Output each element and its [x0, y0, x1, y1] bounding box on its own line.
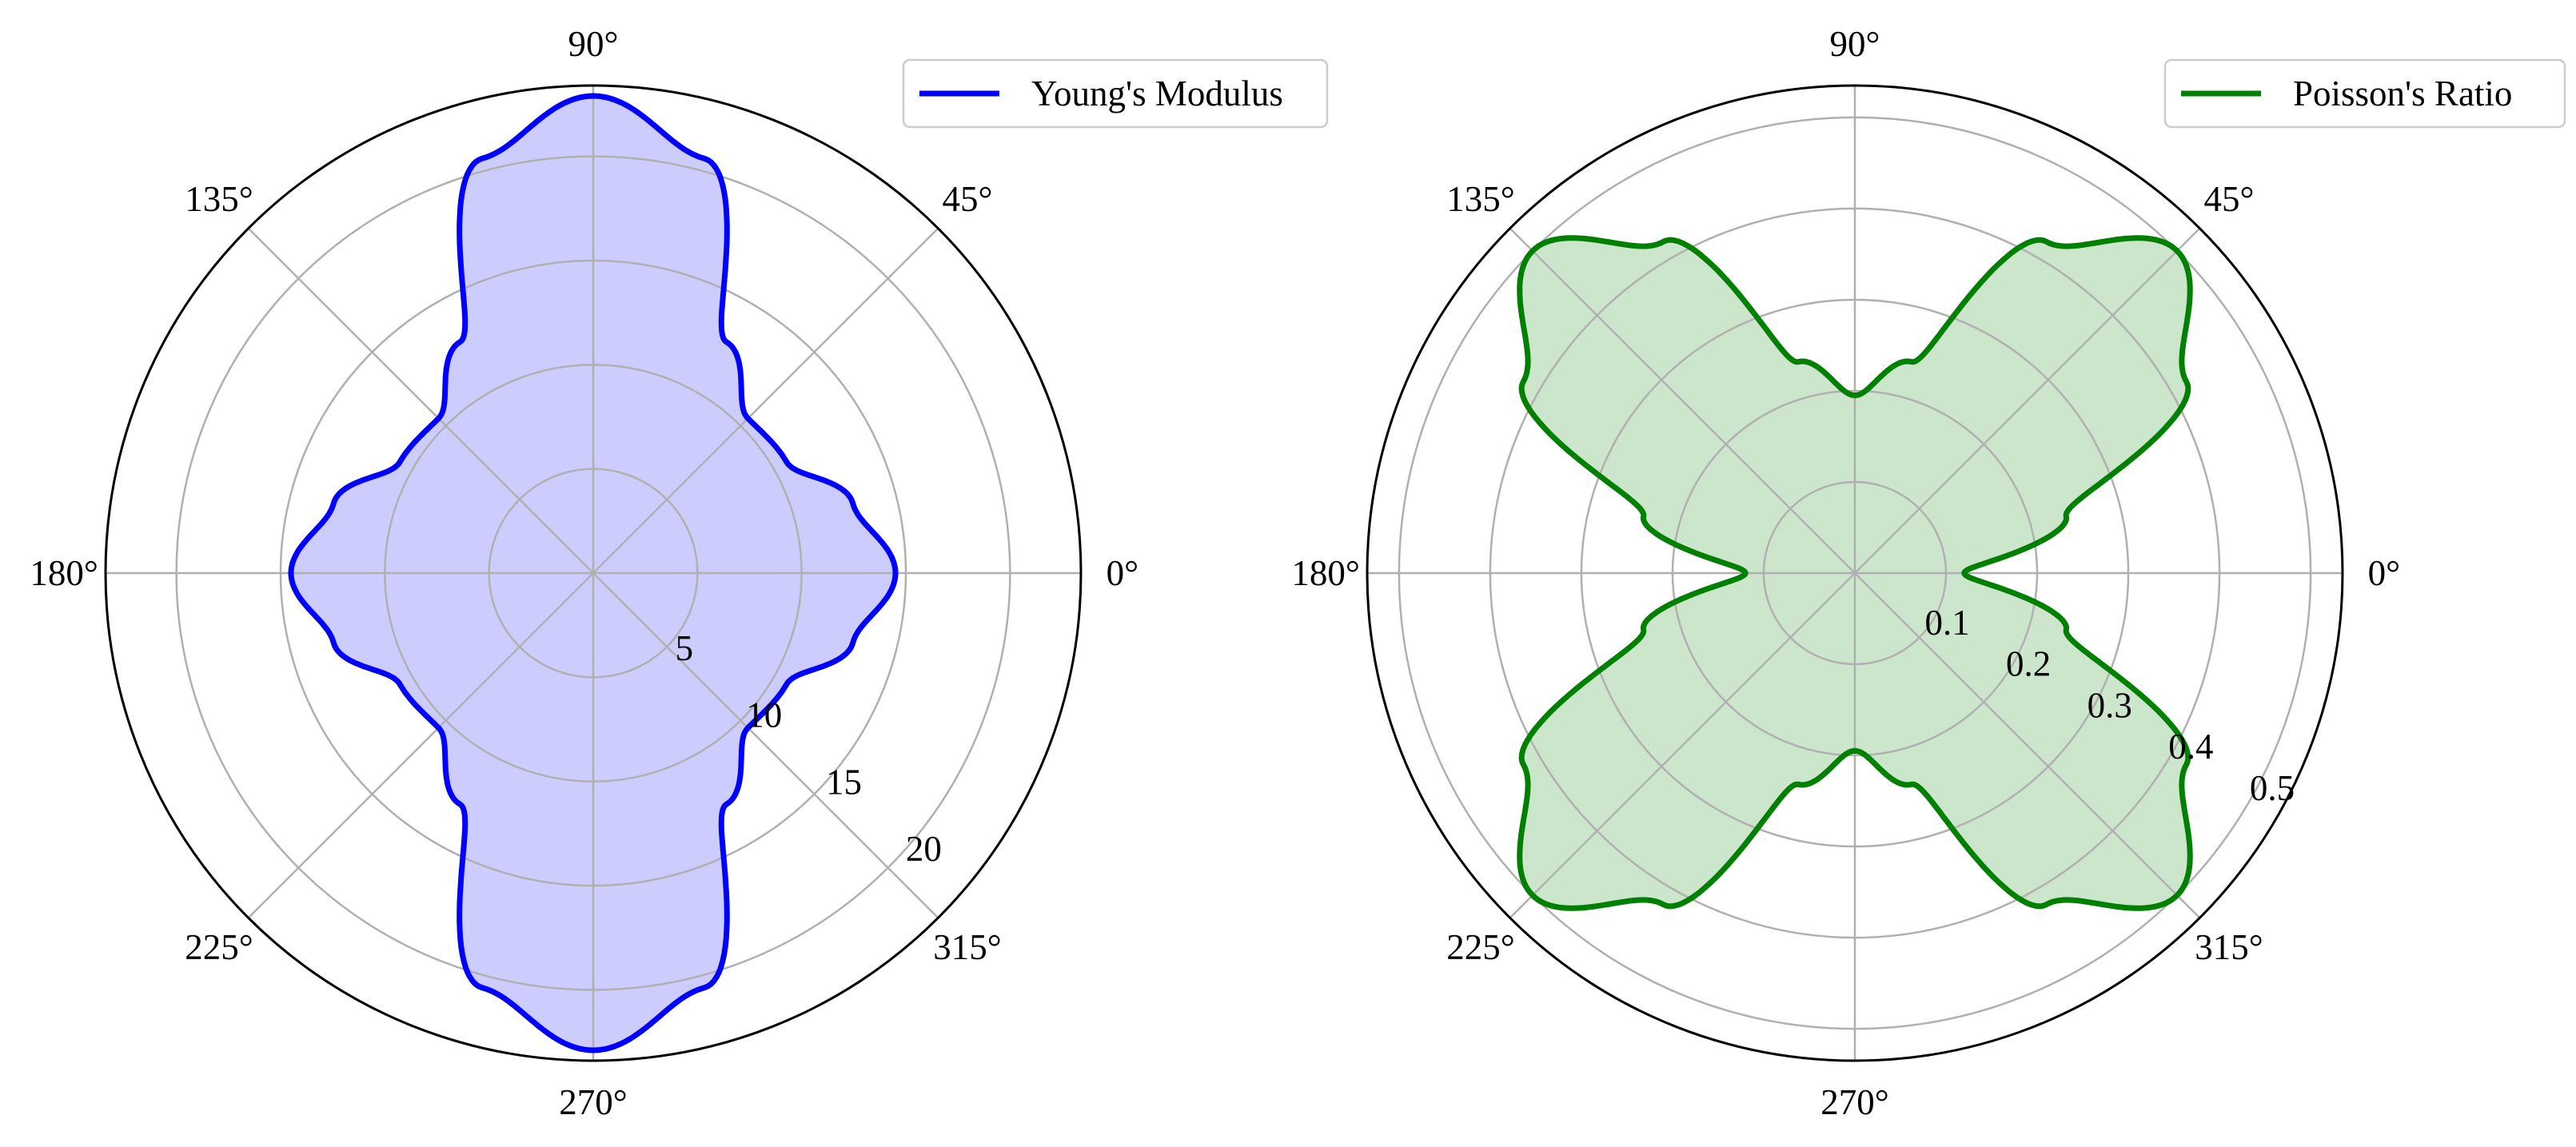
angular-gridline	[1854, 572, 2201, 919]
radial-tick-label: 5	[676, 628, 694, 668]
radial-tick-label: 0.1	[1924, 603, 1969, 643]
radial-tick-label: 20	[906, 829, 942, 869]
angular-gridline	[592, 572, 939, 919]
series-line	[1517, 235, 2193, 911]
legend-entry-label: Poisson's Ratio	[2293, 74, 2512, 114]
angle-tick-label: 315°	[933, 927, 1002, 967]
angle-tick-label: 90°	[568, 24, 619, 64]
angular-gridline	[1509, 227, 1856, 574]
angular-gridline	[247, 227, 594, 574]
angle-tick-label: 270°	[559, 1082, 628, 1122]
radial-tick-label: 10	[746, 695, 782, 735]
angle-tick-label: 225°	[185, 927, 253, 967]
radial-tick-label: 0.4	[2168, 727, 2213, 767]
angle-tick-label: 270°	[1820, 1082, 1889, 1122]
radial-tick-label: 0.3	[2088, 685, 2132, 725]
legend-box	[2163, 58, 2566, 129]
polar-spine	[104, 84, 1083, 1062]
angle-tick-label: 135°	[1446, 179, 1515, 219]
angle-tick-label: 225°	[1446, 927, 1515, 967]
angle-tick-label: 180°	[1291, 553, 1360, 593]
angle-tick-label: 315°	[2195, 927, 2263, 967]
angle-tick-label: 45°	[2203, 179, 2254, 219]
angular-gridline	[1854, 227, 2201, 574]
angular-gridline	[1509, 572, 1856, 919]
legend: Poisson's Ratio	[2163, 58, 2566, 129]
angle-tick-label: 45°	[942, 179, 992, 219]
angular-gridline	[592, 227, 939, 574]
angle-tick-label: 0°	[1107, 553, 1139, 593]
youngs-modulus-polar-chart: 0° 45° 90° 135° 180° 225° 270° 315° 5 10 15 20 Youn…	[30, 24, 1329, 1122]
angle-tick-label: 180°	[30, 553, 98, 593]
radial-tick-label: 0.5	[2250, 768, 2295, 808]
angular-gridline	[247, 572, 594, 919]
legend-box	[902, 58, 1329, 129]
angle-tick-label: 0°	[2368, 553, 2401, 593]
legend-entry-label: Young's Modulus	[1031, 74, 1283, 114]
radial-tick-label: 15	[826, 762, 862, 802]
angle-tick-label: 90°	[1830, 24, 1880, 64]
angle-tick-label: 135°	[185, 179, 253, 219]
legend: Young's Modulus	[902, 58, 1329, 129]
radial-tick-label: 0.2	[2006, 644, 2051, 684]
polar-spine	[1366, 84, 2344, 1062]
poissons-ratio-polar-chart: 0° 45° 90° 135° 180° 225° 270° 315° 0.1 0.2 0.3 0.4…	[1291, 24, 2566, 1122]
series-line	[288, 93, 899, 1053]
